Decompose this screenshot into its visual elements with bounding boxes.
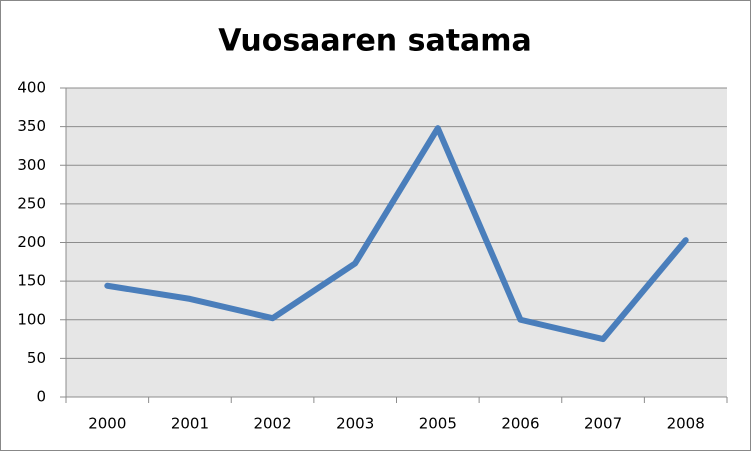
x-tick-label: 2006 — [501, 415, 539, 433]
data-line — [104, 125, 689, 343]
y-tick-label: 0 — [36, 388, 46, 406]
x-tick-label: 2001 — [171, 415, 209, 433]
y-tick-label: 350 — [17, 117, 46, 135]
x-tick-label: 2005 — [419, 415, 457, 433]
x-tick-label: 2000 — [88, 415, 126, 433]
y-tick-label: 300 — [17, 156, 46, 174]
y-tick-label: 250 — [17, 194, 46, 212]
x-tick-label: 2007 — [584, 415, 622, 433]
y-tick-label: 100 — [17, 310, 46, 328]
x-tick-label: 2008 — [667, 415, 705, 433]
y-tick-label: 200 — [17, 233, 46, 251]
x-tick-label: 2002 — [253, 415, 291, 433]
y-tick-label: 400 — [17, 79, 46, 97]
y-tick-label: 50 — [27, 349, 46, 367]
chart-title: Vuosaaren satama — [218, 24, 532, 59]
x-tick-label: 2003 — [336, 415, 374, 433]
y-tick-label: 150 — [17, 272, 46, 290]
